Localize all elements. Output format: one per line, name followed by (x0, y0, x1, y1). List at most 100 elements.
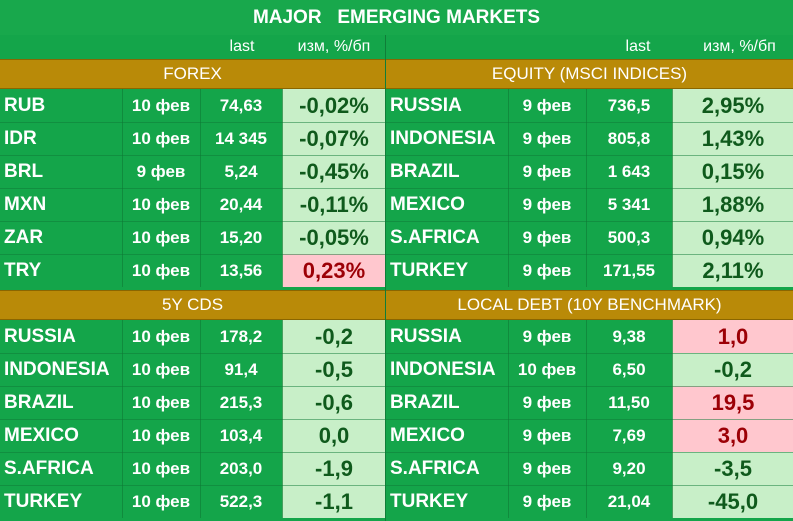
cell-change: -0,02% (282, 89, 385, 122)
cell-last: 522,3 (219, 491, 263, 511)
cell-last: 6,50 (612, 359, 646, 379)
cell-change: 0,94% (672, 221, 793, 254)
header-left: last изм, %/бп (0, 35, 386, 59)
row-divider (386, 485, 793, 486)
cell-date: 10 фев (131, 326, 191, 346)
cell-last: 20,44 (219, 194, 263, 214)
cell-name: MEXICO (390, 424, 465, 446)
column-divider (508, 89, 509, 287)
cell-name: TURKEY (390, 490, 469, 512)
cell-change: -45,0 (672, 485, 793, 518)
cell-last: 91,4 (224, 359, 258, 379)
cell-last: 74,63 (219, 95, 263, 115)
section-header-forex: FOREX (0, 59, 385, 89)
cell-name: RUSSIA (4, 325, 76, 347)
row-divider (386, 419, 793, 420)
table-row: INDONESIA 10 фев 6,50 -0,2 (386, 353, 793, 386)
cell-date: 9 фев (522, 260, 572, 280)
table-row: ZAR 10 фев 15,20 -0,05% (0, 221, 385, 254)
row-divider (0, 485, 385, 486)
column-divider (672, 89, 673, 287)
cell-date: 10 фев (131, 95, 191, 115)
cell-date: 9 фев (522, 194, 572, 214)
cell-last: 9,38 (612, 326, 646, 346)
row-divider (386, 254, 793, 255)
table-row: S.AFRICA 9 фев 500,3 0,94% (386, 221, 793, 254)
cell-change: 19,5 (672, 386, 793, 419)
cell-name: ZAR (4, 226, 44, 248)
cell-date: 9 фев (522, 128, 572, 148)
table-row: RUSSIA 10 фев 178,2 -0,2 (0, 320, 385, 353)
table-row: RUSSIA 9 фев 736,5 2,95% (386, 89, 793, 122)
cell-change: -0,2 (282, 320, 385, 353)
cell-date: 9 фев (522, 161, 572, 181)
cell-name: RUB (4, 94, 46, 116)
cell-name: TURKEY (390, 259, 469, 281)
cell-last: 203,0 (219, 458, 263, 478)
cell-last: 736,5 (607, 95, 651, 115)
cell-name: TURKEY (4, 490, 83, 512)
cell-change: 1,43% (672, 122, 793, 155)
cell-name: BRAZIL (390, 391, 460, 413)
cell-date: 10 фев (131, 491, 191, 511)
panel-divider (385, 35, 386, 521)
cell-last: 171,55 (603, 260, 655, 280)
cell-date: 10 фев (131, 425, 191, 445)
cell-last: 14 345 (215, 128, 267, 148)
cell-name: MEXICO (4, 424, 79, 446)
cell-change: -0,05% (282, 221, 385, 254)
cell-name: S.AFRICA (4, 457, 94, 479)
cell-name: TRY (4, 259, 42, 281)
row-divider (386, 221, 793, 222)
cell-date: 10 фев (517, 359, 577, 379)
column-divider (586, 89, 587, 287)
table-row: BRAZIL 10 фев 215,3 -0,6 (0, 386, 385, 419)
table-row: MEXICO 9 фев 5 341 1,88% (386, 188, 793, 221)
cell-last: 215,3 (219, 392, 263, 412)
column-divider (508, 320, 509, 518)
cell-name: RUSSIA (390, 325, 462, 347)
table-row: TRY 10 фев 13,56 0,23% (0, 254, 385, 287)
cell-name: BRAZIL (390, 160, 460, 182)
cell-change: 0,23% (282, 254, 385, 287)
cell-last: 500,3 (607, 227, 651, 247)
table-row: MEXICO 10 фев 103,4 0,0 (0, 419, 385, 452)
column-divider (122, 320, 123, 518)
cell-date: 9 фев (522, 491, 572, 511)
row-divider (0, 254, 385, 255)
row-divider (0, 188, 385, 189)
column-divider (200, 320, 201, 518)
row-divider (0, 155, 385, 156)
cell-name: S.AFRICA (390, 457, 480, 479)
cell-change: 2,95% (672, 89, 793, 122)
header-change-left: изм, %/бп (297, 38, 371, 55)
row-divider (386, 155, 793, 156)
cell-last: 9,20 (612, 458, 646, 478)
cell-change: -0,6 (282, 386, 385, 419)
section-header-cds: 5Y CDS (0, 290, 385, 320)
row-divider (0, 452, 385, 453)
row-divider (386, 122, 793, 123)
cell-change: 1,88% (672, 188, 793, 221)
cell-date: 10 фев (131, 227, 191, 247)
cell-change: -0,11% (282, 188, 385, 221)
cell-last: 5,24 (224, 161, 258, 181)
cell-change: 1,0 (672, 320, 793, 353)
column-divider (200, 89, 201, 287)
cell-date: 9 фев (522, 95, 572, 115)
table-row: IDR 10 фев 14 345 -0,07% (0, 122, 385, 155)
cell-change: -0,5 (282, 353, 385, 386)
cell-date: 9 фев (136, 161, 186, 181)
cell-name: IDR (4, 127, 37, 149)
cell-last: 1 643 (607, 161, 651, 181)
table-row: TURKEY 10 фев 522,3 -1,1 (0, 485, 385, 518)
table-row: MXN 10 фев 20,44 -0,11% (0, 188, 385, 221)
cell-change: -0,2 (672, 353, 793, 386)
cell-change: 0,0 (282, 419, 385, 452)
cell-last: 178,2 (219, 326, 263, 346)
cell-name: INDONESIA (390, 358, 496, 380)
row-divider (386, 452, 793, 453)
cell-name: BRAZIL (4, 391, 74, 413)
row-divider (0, 386, 385, 387)
row-divider (386, 188, 793, 189)
